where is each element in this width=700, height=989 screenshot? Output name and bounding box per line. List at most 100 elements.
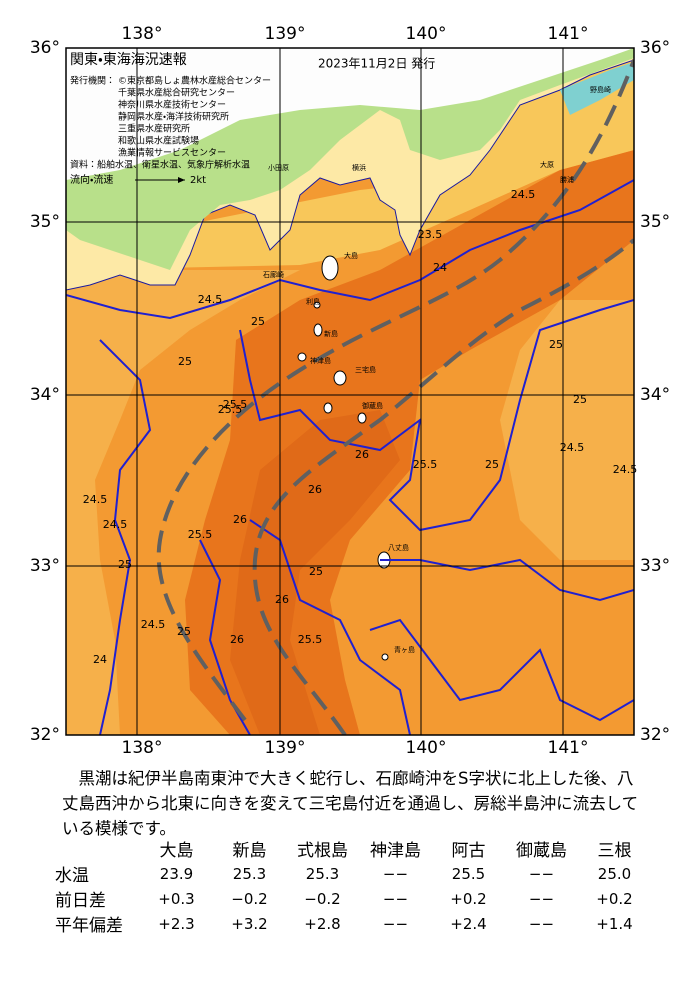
column-header: 御蔵島 <box>516 841 567 861</box>
place-name: 大島 <box>344 251 358 260</box>
table-cell: 25.5 <box>451 864 486 883</box>
island <box>313 323 323 337</box>
legend-arrow-head <box>178 177 185 183</box>
row-label: 前日差 <box>55 891 106 911</box>
contour-label: 25 <box>549 338 563 351</box>
sea-cool-east <box>500 300 634 560</box>
contour-label: 26 <box>355 448 369 461</box>
table: 大島 新島 式根島 神津島 阿古 御蔵島 三根 水温 23.9 25.3 25.3 −− 25.5 −− 2… <box>55 836 651 936</box>
place-name: 御蔵島 <box>362 401 383 410</box>
island <box>323 402 333 414</box>
contour-label: 24.5 <box>198 293 223 306</box>
issue-date: 2023年11月2日 発行 <box>318 57 435 71</box>
land-top <box>66 48 634 180</box>
table-cell: −− <box>382 864 409 883</box>
contour-label: 24.5 <box>613 463 638 476</box>
contour-line <box>66 179 634 320</box>
contour-label: 23.5 <box>418 228 443 241</box>
table-cell: −0.2 <box>231 889 268 908</box>
lon-label: 141° <box>548 24 589 44</box>
table-cell: −0.2 <box>304 889 341 908</box>
place-name: 小田原 <box>268 163 289 172</box>
table-cell: 25.0 <box>597 864 632 883</box>
contour-label: 24.5 <box>511 188 536 201</box>
contour-label: 26 <box>275 593 289 606</box>
corner <box>55 836 140 861</box>
place-name: 三宅島 <box>355 365 376 374</box>
bay <box>560 62 634 115</box>
issuers-label: 発行機関： <box>70 75 115 87</box>
contour-label: 24.5 <box>141 618 166 631</box>
lat-label: 33° <box>640 556 670 576</box>
legend-scale: 2kt <box>190 175 206 186</box>
contour-line <box>99 339 152 735</box>
table-cell: −− <box>528 889 555 908</box>
contour-label: 25 <box>118 558 132 571</box>
table-cell: −− <box>382 914 409 933</box>
data-source: 資料：船舶水温、衛星水温、気象庁解析水温 <box>70 159 250 171</box>
place-name: 八丈島 <box>388 543 409 552</box>
contour-label: 25.5 <box>298 633 323 646</box>
contour-label: 24.5 <box>560 441 585 454</box>
contour-label: 25.5 <box>218 403 243 416</box>
island <box>313 301 321 309</box>
island <box>381 653 389 661</box>
issuer: 静岡県水産・海洋技術研究所 <box>118 111 229 123</box>
table-row: 前日差 +0.3 −0.2 −0.2 −− +0.2 −− +0.2 <box>55 886 651 912</box>
lon-label: 139° <box>265 738 306 758</box>
table-cell: −− <box>528 914 555 933</box>
lon-label: 138° <box>122 24 163 44</box>
contour-label: 24.5 <box>83 493 108 506</box>
column-header: 三根 <box>597 841 632 861</box>
lon-label: 141° <box>548 738 589 758</box>
place-name: 勝浦 <box>560 175 574 184</box>
contour-line <box>369 618 634 722</box>
contour-label: 25.5 <box>413 458 438 471</box>
table-cell: −− <box>382 889 409 908</box>
table-cell: +0.2 <box>596 889 633 908</box>
table-cell: 25.3 <box>305 864 340 883</box>
lat-label: 32° <box>30 725 60 745</box>
sea-cool-west <box>66 270 300 735</box>
island <box>333 370 347 386</box>
lat-label: 33° <box>30 556 60 576</box>
contour-label: 25 <box>485 458 499 471</box>
lon-label: 138° <box>122 738 163 758</box>
column-header: 神津島 <box>370 841 421 861</box>
issuer: 和歌山県水産試験場 <box>118 135 199 147</box>
place-name: 横浜 <box>352 163 366 172</box>
legend-label: 流向・流速 <box>70 173 113 186</box>
lat-label: 32° <box>640 725 670 745</box>
contour-label: 25 <box>573 393 587 406</box>
row-label: 平年偏差 <box>55 916 123 936</box>
contour-label: 26 <box>308 483 322 496</box>
current-axis <box>156 59 634 722</box>
place-name: 青ヶ島 <box>394 645 415 654</box>
issuer: 三重県水産研究所 <box>118 123 190 135</box>
place-name: 大原 <box>540 160 554 169</box>
table-row: 平年偏差 +2.3 +3.2 +2.8 −− +2.4 −− +1.4 <box>55 911 651 937</box>
table-cell: +3.2 <box>231 914 268 933</box>
current-axis <box>252 238 634 735</box>
table-cell: 23.9 <box>159 864 194 883</box>
contour-label: 24 <box>433 261 447 274</box>
table-cell: +0.2 <box>450 889 487 908</box>
lat-label: 34° <box>30 385 60 405</box>
issuer: 漁業情報サービスセンター <box>118 147 226 159</box>
map: 138° 138° 139° 139° 140° 140° 141° 141° 36° 36° 35… <box>30 24 670 758</box>
table-cell: 25.3 <box>232 864 267 883</box>
table-header: 大島 新島 式根島 神津島 阿古 御蔵島 三根 <box>55 836 651 861</box>
map-body <box>66 48 634 735</box>
place-name: 神津島 <box>310 356 331 365</box>
map-frame <box>65 47 635 736</box>
contour-label: 25 <box>309 565 323 578</box>
place-name: 利島 <box>306 297 320 306</box>
place-name: 石廊崎 <box>263 270 284 279</box>
contour-label: 24.5 <box>103 518 128 531</box>
lon-label: 139° <box>265 24 306 44</box>
table-cell: +0.3 <box>158 889 195 908</box>
lat-label: 35° <box>640 212 670 232</box>
column-header: 大島 <box>159 841 194 861</box>
lat-label: 35° <box>30 212 60 232</box>
